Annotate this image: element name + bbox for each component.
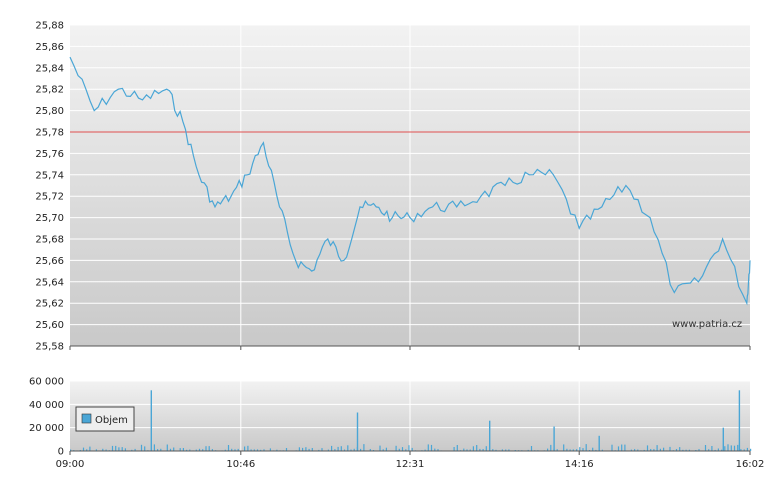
volume-bar: [705, 445, 706, 451]
price-tick-label: 25,58: [35, 342, 64, 353]
price-tick-label: 25,68: [35, 235, 64, 246]
volume-bar: [118, 447, 119, 451]
volume-bar: [647, 445, 648, 451]
volume-spike-bar: [553, 427, 554, 452]
volume-bar: [209, 446, 210, 451]
volume-bar: [305, 447, 306, 451]
volume-bar: [621, 445, 622, 452]
volume-bar: [724, 446, 725, 451]
price-tick-label: 25,80: [35, 106, 64, 117]
volume-bar: [611, 445, 612, 451]
price-tick-label: 25,78: [35, 128, 64, 139]
volume-bar: [737, 445, 738, 451]
volume-bar: [244, 447, 245, 452]
volume-bar: [750, 449, 751, 451]
x-tick-label: 12:31: [396, 459, 425, 470]
volume-spike-bar: [599, 436, 600, 451]
volume-bar: [83, 448, 84, 451]
volume-bar: [154, 444, 155, 451]
volume-bar: [299, 447, 300, 451]
volume-bar: [396, 446, 397, 451]
volume-bar: [173, 448, 174, 452]
volume-bar: [586, 444, 587, 451]
volume-bar: [563, 444, 564, 451]
volume-tick-label: 20 000: [29, 423, 64, 434]
volume-bar: [331, 446, 332, 451]
price-tick-label: 25,70: [35, 213, 64, 224]
volume-spike-bar: [151, 390, 152, 451]
volume-bar: [428, 444, 429, 451]
price-tick-label: 25,84: [35, 63, 64, 74]
volume-tick-label: 60 000: [29, 377, 64, 388]
price-tick-label: 25,64: [35, 277, 64, 288]
volume-tick-label: 40 000: [29, 400, 64, 411]
volume-bar: [624, 445, 625, 451]
volume-bar: [454, 447, 455, 451]
volume-bar: [486, 446, 487, 451]
volume-bar: [431, 445, 432, 451]
volume-bar: [679, 447, 680, 451]
volume-bar: [473, 446, 474, 451]
volume-bar: [408, 445, 409, 451]
volume-bar: [402, 447, 403, 451]
price-tick-label: 25,72: [35, 192, 64, 203]
x-tick-label: 10:46: [226, 459, 255, 470]
volume-bar: [112, 446, 113, 451]
volume-bar: [341, 446, 342, 451]
volume-bar: [247, 446, 248, 451]
volume-bar: [476, 445, 477, 451]
volume-bar: [363, 444, 364, 451]
volume-bar: [618, 446, 619, 451]
volume-bar: [379, 446, 380, 451]
legend-swatch: [82, 414, 91, 423]
volume-bar: [734, 446, 735, 451]
volume-spike-bar: [489, 421, 490, 451]
volume-bar: [731, 445, 732, 451]
x-tick-label: 16:02: [736, 459, 765, 470]
watermark: www.patria.cz: [672, 319, 742, 330]
volume-bar: [141, 445, 142, 451]
volume-spike-bar: [723, 428, 724, 451]
volume-tick-label: 0: [58, 447, 64, 458]
volume-bar: [338, 447, 339, 451]
volume-legend: Objem: [76, 407, 134, 431]
price-tick-label: 25,62: [35, 299, 64, 310]
volume-bar: [347, 445, 348, 451]
volume-spike-bar: [357, 413, 358, 452]
volume-bar: [711, 446, 712, 451]
volume-bar: [89, 447, 90, 451]
x-tick-label: 09:00: [56, 459, 85, 470]
volume-bar: [122, 447, 123, 451]
price-tick-label: 25,82: [35, 85, 64, 96]
price-tick-label: 25,86: [35, 42, 64, 53]
volume-bar: [167, 445, 168, 452]
volume-bar: [657, 445, 658, 451]
price-tick-label: 25,74: [35, 170, 64, 181]
volume-bar: [144, 446, 145, 451]
volume-bar: [669, 447, 670, 451]
price-tick-label: 25,66: [35, 256, 64, 267]
volume-bar: [228, 445, 229, 451]
volume-spike-bar: [739, 390, 740, 451]
price-tick-label: 25,76: [35, 149, 64, 160]
volume-bar: [205, 446, 206, 451]
x-tick-label: 14:16: [565, 459, 594, 470]
legend-label: Objem: [95, 415, 128, 426]
volume-bar: [550, 445, 551, 451]
volume-bar: [579, 447, 580, 451]
price-tick-label: 25,88: [35, 21, 64, 32]
volume-bar: [531, 446, 532, 451]
volume-bar: [457, 445, 458, 451]
volume-bar: [727, 444, 728, 451]
price-tick-label: 25,60: [35, 320, 64, 331]
volume-bar: [115, 446, 116, 451]
